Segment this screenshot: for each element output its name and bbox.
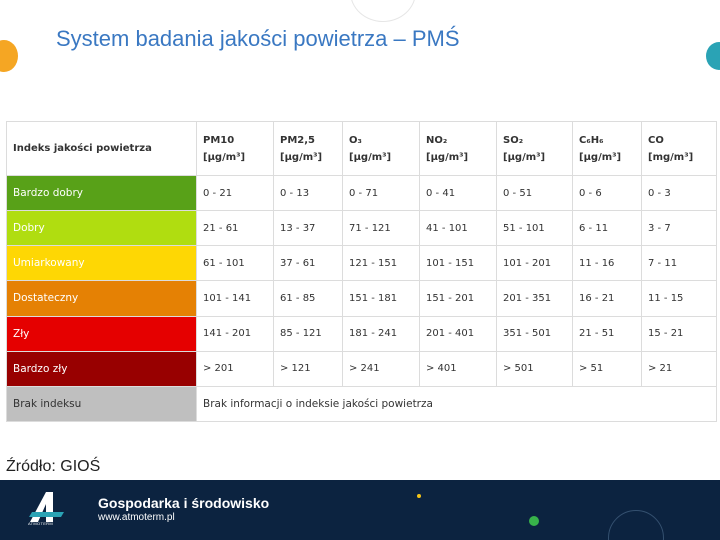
range-cell: 201 - 351 <box>497 281 573 316</box>
range-cell: 181 - 241 <box>343 316 420 351</box>
header-unit: [mg/m³] <box>648 149 710 166</box>
header-index-label: Indeks jakości powietrza <box>7 122 197 176</box>
header-name: O₃ <box>349 135 362 146</box>
header-name: CO <box>648 135 664 146</box>
range-cell: 351 - 501 <box>497 316 573 351</box>
header-unit: [µg/m³] <box>579 149 635 166</box>
range-cell: 0 - 41 <box>420 176 497 211</box>
header-pollutant: PM2,5 [µg/m³] <box>274 122 343 176</box>
header-pollutant: SO₂ [µg/m³] <box>497 122 573 176</box>
range-cell: 51 - 101 <box>497 211 573 246</box>
header-name: Indeks jakości powietrza <box>13 143 152 154</box>
index-level-label: Bardzo dobry <box>7 176 197 211</box>
range-cell: 16 - 21 <box>573 281 642 316</box>
table-row: Umiarkowany 61 - 101 37 - 61 121 - 151 101 -… <box>7 246 717 281</box>
range-cell: 151 - 181 <box>343 281 420 316</box>
range-cell: 101 - 151 <box>420 246 497 281</box>
range-cell: 13 - 37 <box>274 211 343 246</box>
range-cell: > 401 <box>420 351 497 386</box>
header-name: NO₂ <box>426 135 447 146</box>
range-cell: 61 - 101 <box>197 246 274 281</box>
range-cell: 0 - 51 <box>497 176 573 211</box>
index-level-label: Dobry <box>7 211 197 246</box>
range-cell: 71 - 121 <box>343 211 420 246</box>
range-cell: 15 - 21 <box>642 316 717 351</box>
range-cell: > 241 <box>343 351 420 386</box>
decor-footer-ring <box>608 510 664 540</box>
header-unit: [µg/m³] <box>349 149 413 166</box>
table-row: Zły 141 - 201 85 - 121 181 - 241 201 - 401 35… <box>7 316 717 351</box>
header-pollutant: C₆H₆ [µg/m³] <box>573 122 642 176</box>
header-unit: [µg/m³] <box>426 149 490 166</box>
range-cell: 0 - 6 <box>573 176 642 211</box>
air-quality-index-table: Indeks jakości powietrza PM10 [µg/m³] PM2,5… <box>6 121 716 422</box>
range-cell: 61 - 85 <box>274 281 343 316</box>
no-index-label: Brak indeksu <box>7 386 197 421</box>
range-cell: 85 - 121 <box>274 316 343 351</box>
decor-ring <box>350 0 416 22</box>
logo-caption: ATMOTERM <box>28 521 53 526</box>
header-pollutant: PM10 [µg/m³] <box>197 122 274 176</box>
footer-brand: Gospodarka i środowisko <box>98 495 269 511</box>
slide-title: System badania jakości powietrza – PMŚ <box>56 26 460 52</box>
table-body: Bardzo dobry 0 - 21 0 - 13 0 - 71 0 - 41 0 - … <box>7 176 717 422</box>
header-unit: [µg/m³] <box>280 149 336 166</box>
source-note: Źródło: GIOŚ <box>6 458 100 476</box>
header-unit: [µg/m³] <box>503 149 566 166</box>
range-cell: 37 - 61 <box>274 246 343 281</box>
range-cell: 101 - 141 <box>197 281 274 316</box>
range-cell: > 51 <box>573 351 642 386</box>
range-cell: 21 - 61 <box>197 211 274 246</box>
range-cell: > 501 <box>497 351 573 386</box>
decor-yellow-dot <box>417 494 421 498</box>
range-cell: 121 - 151 <box>343 246 420 281</box>
range-cell: 41 - 101 <box>420 211 497 246</box>
header-name: SO₂ <box>503 135 523 146</box>
range-cell: 6 - 11 <box>573 211 642 246</box>
range-cell: 151 - 201 <box>420 281 497 316</box>
index-level-label: Dostateczny <box>7 281 197 316</box>
table-row: Bardzo zły > 201 > 121 > 241 > 401 > 501 > 51 >… <box>7 351 717 386</box>
index-level-label: Zły <box>7 316 197 351</box>
header-name: C₆H₆ <box>579 135 603 146</box>
index-level-label: Umiarkowany <box>7 246 197 281</box>
range-cell: 0 - 13 <box>274 176 343 211</box>
header-pollutant: CO [mg/m³] <box>642 122 717 176</box>
range-cell: > 121 <box>274 351 343 386</box>
table-row-no-index: Brak indeksu Brak informacji o indeksie j… <box>7 386 717 421</box>
range-cell: 0 - 71 <box>343 176 420 211</box>
range-cell: 201 - 401 <box>420 316 497 351</box>
range-cell: > 21 <box>642 351 717 386</box>
table-row: Dostateczny 101 - 141 61 - 85 151 - 181 151 … <box>7 281 717 316</box>
range-cell: 11 - 15 <box>642 281 717 316</box>
header-name: PM2,5 <box>280 135 315 146</box>
range-cell: 141 - 201 <box>197 316 274 351</box>
range-cell: 101 - 201 <box>497 246 573 281</box>
range-cell: 3 - 7 <box>642 211 717 246</box>
footer-bar: ATMOTERM Gospodarka i środowisko www.atm… <box>0 480 720 540</box>
decor-green-dot <box>529 516 539 526</box>
range-cell: 11 - 16 <box>573 246 642 281</box>
footer-url: www.atmoterm.pl <box>98 512 175 523</box>
header-name: PM10 <box>203 135 234 146</box>
no-index-note: Brak informacji o indeksie jakości powie… <box>197 386 717 421</box>
range-cell: 0 - 3 <box>642 176 717 211</box>
decor-teal-circle <box>706 42 720 70</box>
range-cell: 21 - 51 <box>573 316 642 351</box>
table-row: Bardzo dobry 0 - 21 0 - 13 0 - 71 0 - 41 0 - … <box>7 176 717 211</box>
table-row: Dobry 21 - 61 13 - 37 71 - 121 41 - 101 51 - … <box>7 211 717 246</box>
table-header-row: Indeks jakości powietrza PM10 [µg/m³] PM2,5… <box>7 122 717 176</box>
header-unit: [µg/m³] <box>203 149 267 166</box>
decor-orange-circle <box>0 40 18 72</box>
range-cell: > 201 <box>197 351 274 386</box>
header-pollutant: O₃ [µg/m³] <box>343 122 420 176</box>
header-pollutant: NO₂ [µg/m³] <box>420 122 497 176</box>
range-cell: 7 - 11 <box>642 246 717 281</box>
range-cell: 0 - 21 <box>197 176 274 211</box>
index-level-label: Bardzo zły <box>7 351 197 386</box>
